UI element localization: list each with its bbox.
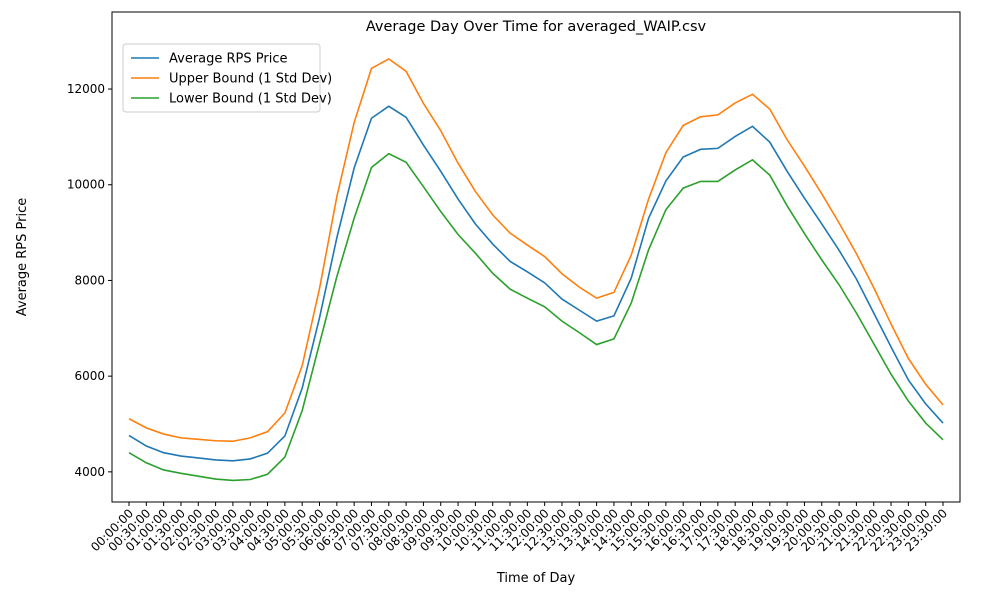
legend-box [122,43,321,113]
y-tick-label: 4000 [74,465,105,479]
series-line [128,105,944,462]
y-tick-label: 8000 [74,273,105,287]
legend-label: Average RPS Price [169,52,288,67]
y-tick-label: 10000 [67,178,105,192]
y-tick-label: 6000 [74,369,105,383]
legend-label: Lower Bound (1 Std Dev) [169,92,332,107]
x-axis-label: Time of Day [496,571,576,586]
series-line [128,57,944,443]
legend-label: Upper Bound (1 Std Dev) [169,72,332,87]
series-line [128,152,944,482]
plot-area [111,11,961,503]
y-tick-label: 12000 [67,82,105,96]
chart-title: Average Day Over Time for averaged_WAIP.… [366,19,707,35]
y-axis-label: Average RPS Price [15,198,30,317]
